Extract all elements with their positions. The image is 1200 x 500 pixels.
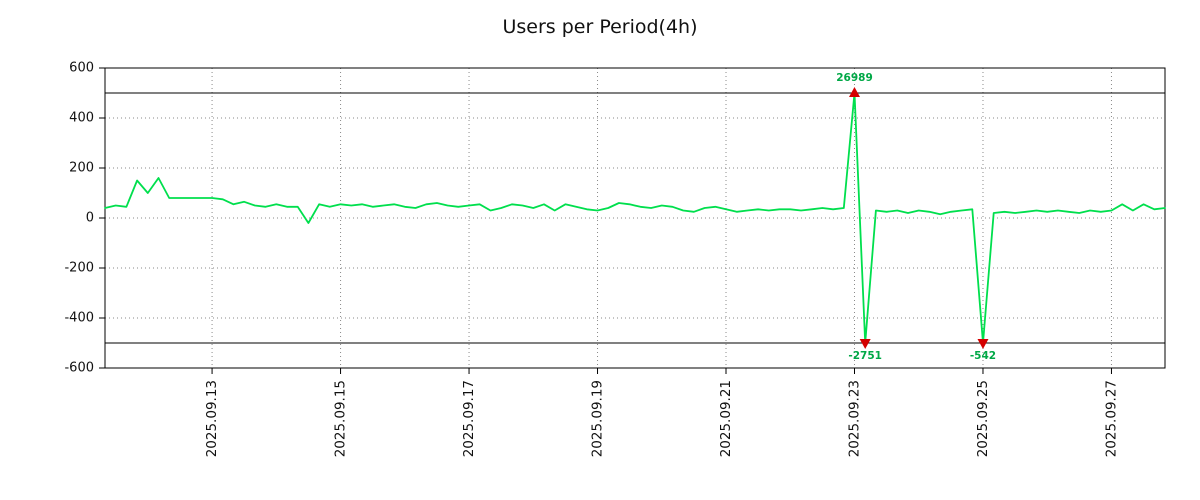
y-tick-label: 200 xyxy=(69,161,94,176)
y-tick-label: 600 xyxy=(69,61,94,76)
y-tick-label: -400 xyxy=(64,311,94,326)
min-marker-icon xyxy=(859,339,871,349)
max-marker-icon xyxy=(848,87,860,97)
x-tick-label: 2025.09.23 xyxy=(846,380,862,457)
x-tick-label: 2025.09.15 xyxy=(333,380,349,457)
x-tick-label: 2025.09.19 xyxy=(590,380,606,457)
x-tick-label: 2025.09.17 xyxy=(461,380,477,457)
extreme-value-label: -2751 xyxy=(848,350,882,362)
users-series-line xyxy=(104,92,1166,344)
x-tick-label: 2025.09.21 xyxy=(718,380,734,457)
y-tick-label: 0 xyxy=(86,211,94,226)
plot-frame xyxy=(104,67,1166,369)
y-tick-label: -600 xyxy=(64,361,94,376)
extreme-value-label: -542 xyxy=(970,350,996,362)
chart-title: Users per Period(4h) xyxy=(502,16,698,38)
x-tick-label: 2025.09.25 xyxy=(975,380,991,457)
extreme-value-label: 26989 xyxy=(836,72,873,84)
x-tick-label: 2025.09.27 xyxy=(1103,380,1119,457)
y-tick-label: -200 xyxy=(64,261,94,276)
y-tick-label: 400 xyxy=(69,111,94,126)
min-marker-icon xyxy=(977,339,989,349)
x-tick-label: 2025.09.13 xyxy=(204,380,220,457)
